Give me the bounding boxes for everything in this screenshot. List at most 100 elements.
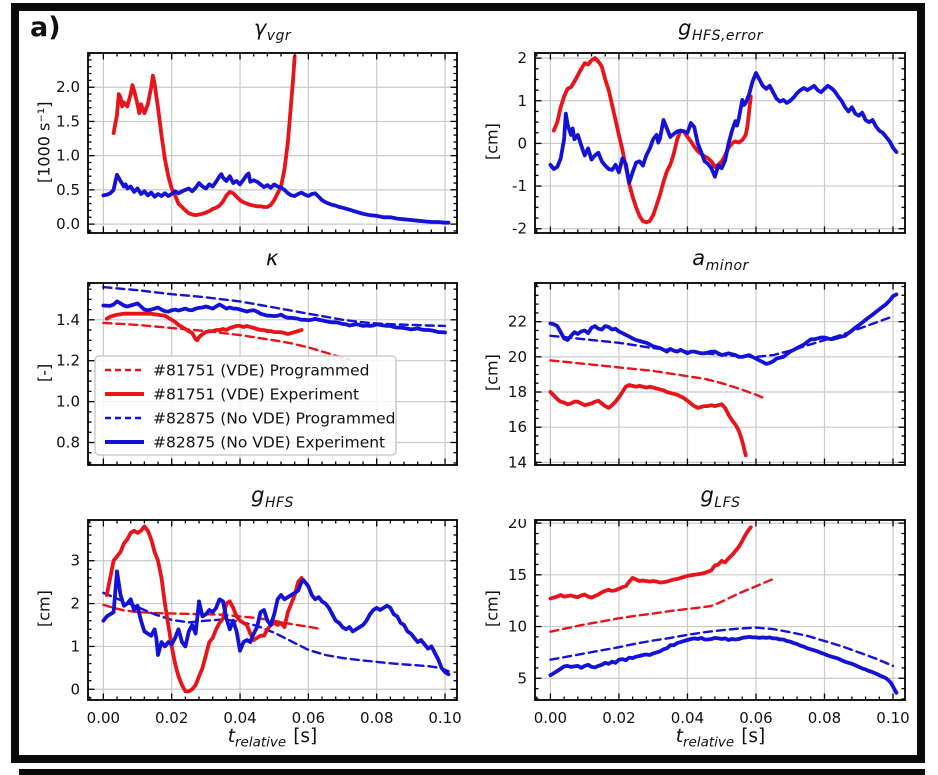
tick-marks xyxy=(535,283,905,465)
svg-text:0: 0 xyxy=(70,680,80,698)
svg-text:22: 22 xyxy=(508,313,527,331)
xlabel-subscript: relative xyxy=(682,734,735,751)
tick-marks xyxy=(535,53,905,233)
legend-entry-label: #82875 (No VDE) Experiment xyxy=(153,434,385,452)
x-tick-labels: 0.00 0.02 0.04 0.06 0.08 0.10 xyxy=(87,709,462,727)
series-line xyxy=(549,577,775,633)
x-tick-labels: 0.00 0.02 0.04 0.06 0.08 0.10 xyxy=(534,709,910,727)
svg-text:0.00: 0.00 xyxy=(534,709,567,727)
svg-text:3: 3 xyxy=(70,552,80,570)
series-lines xyxy=(548,292,899,458)
svg-text:1.5: 1.5 xyxy=(56,112,80,130)
series-line xyxy=(111,54,297,218)
chart-title: gLFS xyxy=(536,483,905,511)
title-symbol: κ xyxy=(266,246,279,270)
svg-text:15: 15 xyxy=(508,566,527,584)
svg-text:1.2: 1.2 xyxy=(56,352,80,370)
tick-marks xyxy=(88,52,457,233)
title-subscript: LFS xyxy=(714,495,741,512)
svg-text:0.06: 0.06 xyxy=(739,709,772,727)
svg-text:1: 1 xyxy=(517,92,527,110)
plot-area-a-minor: 14 16 18 20 22 xyxy=(508,282,906,471)
series-lines xyxy=(548,525,899,695)
series-line xyxy=(104,524,304,694)
svg-text:1.0: 1.0 xyxy=(56,147,80,165)
series-line xyxy=(548,71,899,185)
gridlines xyxy=(535,283,905,465)
xlabel-symbol: t xyxy=(675,726,683,747)
series-line xyxy=(101,171,451,225)
svg-text:1.0: 1.0 xyxy=(56,393,80,411)
title-subscript: minor xyxy=(705,258,749,275)
title-subscript: vgr xyxy=(266,28,292,45)
svg-text:10: 10 xyxy=(508,618,527,636)
tick-marks xyxy=(88,283,457,465)
svg-text:2.0: 2.0 xyxy=(56,78,80,96)
panel-label: a) xyxy=(30,12,61,43)
gridlines xyxy=(88,520,457,700)
series-line xyxy=(548,292,899,366)
xlabel-subscript: relative xyxy=(234,734,287,751)
plot-area-g-hfs: 0 1 2 3 0.00 0.02 0.04 0.06 0.08 0.10 xyxy=(70,519,462,727)
series-line xyxy=(104,311,304,343)
y-tick-labels: 0.8 1.0 1.2 1.4 xyxy=(56,311,80,452)
axes-frame xyxy=(534,519,906,701)
series-line xyxy=(548,383,748,458)
svg-text:0.00: 0.00 xyxy=(87,709,120,727)
svg-text:0.02: 0.02 xyxy=(602,709,635,727)
gridlines xyxy=(88,53,457,233)
svg-text:0.10: 0.10 xyxy=(428,709,461,727)
svg-text:5: 5 xyxy=(517,669,527,687)
legend-entry-label: #82875 (No VDE) Programmed xyxy=(153,410,395,428)
xlabel-unit: [s] xyxy=(741,726,766,747)
series-line xyxy=(102,591,450,673)
svg-text:0.02: 0.02 xyxy=(155,709,188,727)
legend-box: #81751 (VDE) Programmed #81751 (VDE) Expe… xyxy=(94,355,397,456)
plot-area-g-hfs-error: -2 -1 0 1 2 xyxy=(512,52,906,238)
series-lines xyxy=(101,285,447,361)
svg-text:2: 2 xyxy=(517,52,527,67)
svg-text:0.08: 0.08 xyxy=(360,709,393,727)
series-lines xyxy=(548,56,899,225)
series-line xyxy=(551,56,753,225)
svg-text:1: 1 xyxy=(70,637,80,655)
plot-area-g-lfs: 5 10 15 20 0.00 0.02 0.04 0.06 0.08 0.10 xyxy=(508,519,910,727)
series-line xyxy=(101,299,447,335)
svg-text:0.04: 0.04 xyxy=(671,709,704,727)
chart-title: aminor xyxy=(536,246,905,274)
title-subscript: HFS,error xyxy=(691,28,763,45)
series-lines xyxy=(101,54,451,225)
axes-frame xyxy=(534,282,906,466)
svg-text:20: 20 xyxy=(508,348,527,366)
svg-text:18: 18 xyxy=(508,383,527,401)
axes-frame xyxy=(87,52,458,234)
title-symbol: g xyxy=(678,16,692,40)
series-line xyxy=(548,635,899,695)
series-line xyxy=(102,321,351,361)
title-subscript: HFS xyxy=(264,495,294,512)
svg-text:0.06: 0.06 xyxy=(292,709,325,727)
axes-frame xyxy=(87,519,458,701)
legend-entry-label: #81751 (VDE) Experiment xyxy=(153,386,359,404)
tick-marks xyxy=(535,520,905,700)
title-symbol: g xyxy=(700,483,715,507)
series-line xyxy=(101,569,451,677)
svg-text:0.8: 0.8 xyxy=(56,434,80,452)
svg-text:0.04: 0.04 xyxy=(223,709,256,727)
svg-text:16: 16 xyxy=(508,418,527,436)
next-panel-edge xyxy=(19,769,925,775)
xlabel-symbol: t xyxy=(227,726,235,747)
svg-text:0.0: 0.0 xyxy=(56,215,80,233)
x-axis-label: trelative [s] xyxy=(88,726,457,751)
gridlines xyxy=(535,520,905,700)
legend-entry-label: #81751 (VDE) Programmed xyxy=(153,362,369,380)
y-tick-labels: 0.0 0.5 1.0 1.5 2.0 xyxy=(56,78,80,233)
chart-title: γvgr xyxy=(88,16,457,44)
svg-text:2: 2 xyxy=(70,595,80,613)
plot-area-gamma-vgr: 0.0 0.5 1.0 1.5 2.0 xyxy=(56,52,458,234)
svg-text:20: 20 xyxy=(508,519,527,532)
svg-text:0.5: 0.5 xyxy=(56,181,80,199)
chart-title: gHFS,error xyxy=(536,16,905,44)
svg-text:-1: -1 xyxy=(512,177,527,195)
chart-title: gHFS xyxy=(88,483,457,511)
